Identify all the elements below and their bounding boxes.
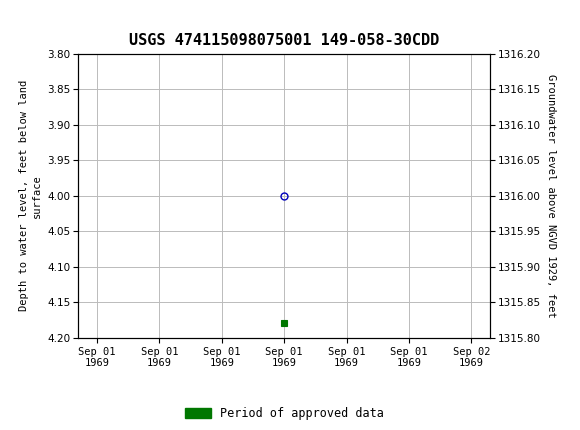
Text: ≡USGS: ≡USGS xyxy=(14,13,90,32)
Y-axis label: Groundwater level above NGVD 1929, feet: Groundwater level above NGVD 1929, feet xyxy=(546,74,556,317)
Title: USGS 474115098075001 149-058-30CDD: USGS 474115098075001 149-058-30CDD xyxy=(129,34,439,49)
Y-axis label: Depth to water level, feet below land
surface: Depth to water level, feet below land su… xyxy=(19,80,42,311)
Legend: Period of approved data: Period of approved data xyxy=(184,407,384,420)
